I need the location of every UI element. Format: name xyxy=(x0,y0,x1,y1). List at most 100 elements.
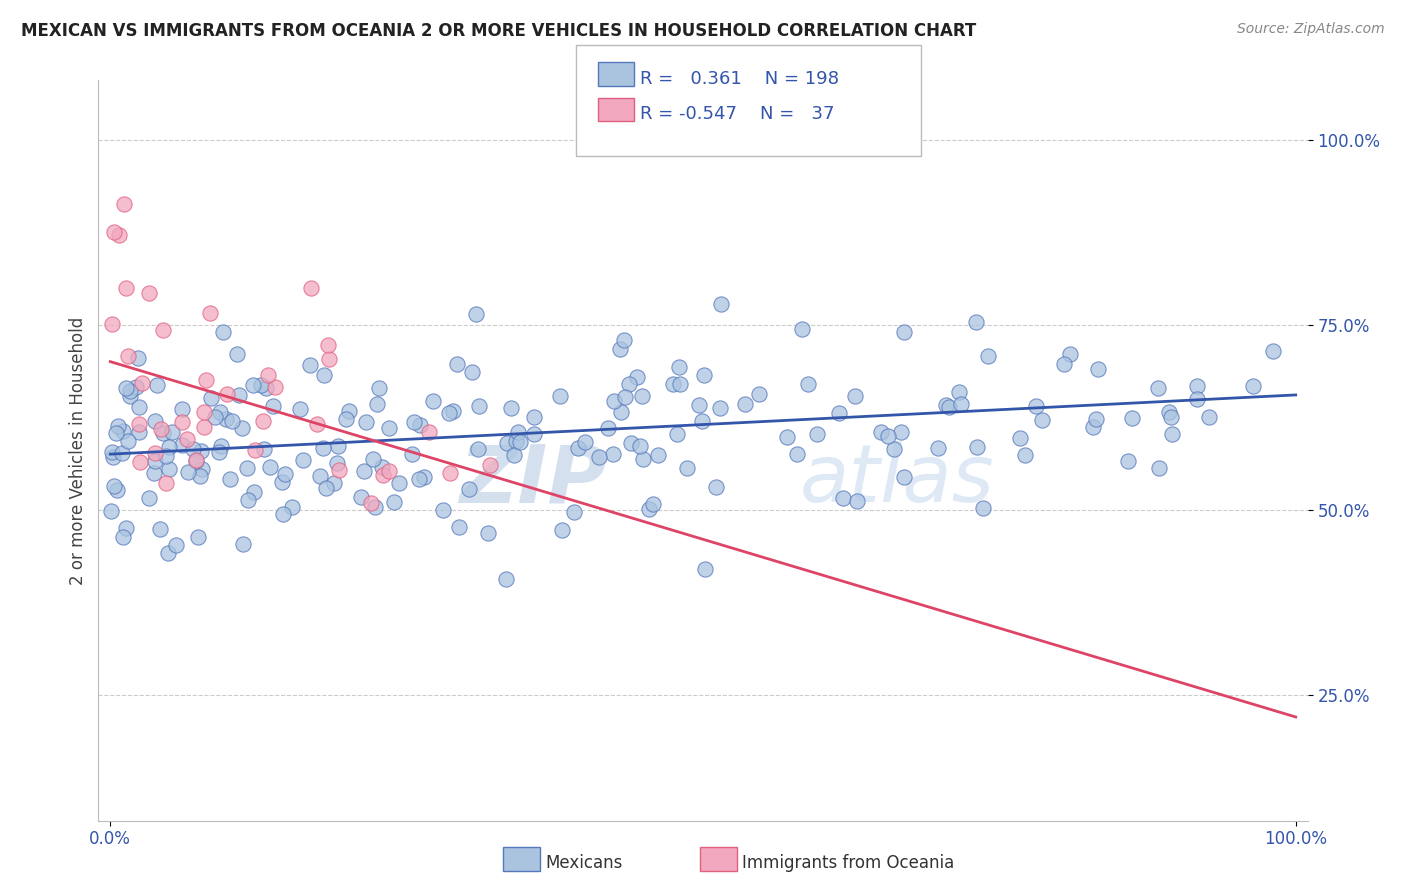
Point xyxy=(354,415,377,429)
Point xyxy=(676,461,699,475)
Point xyxy=(1087,361,1109,376)
Point xyxy=(523,426,546,441)
Point xyxy=(170,415,193,429)
Point xyxy=(477,525,499,540)
Point xyxy=(1031,412,1053,426)
Point xyxy=(1161,426,1184,441)
Point xyxy=(613,334,636,348)
Point xyxy=(401,446,423,460)
Point xyxy=(112,530,135,544)
Point xyxy=(690,414,713,428)
Point xyxy=(194,373,217,387)
Point xyxy=(155,450,177,464)
Point xyxy=(176,433,198,447)
Point xyxy=(1147,461,1170,475)
Point xyxy=(609,342,631,356)
Point xyxy=(641,497,664,511)
Point xyxy=(256,368,278,383)
Point xyxy=(503,448,526,462)
Point xyxy=(631,452,654,467)
Point xyxy=(1198,409,1220,424)
Point xyxy=(177,466,200,480)
Point xyxy=(117,349,139,363)
Point xyxy=(1146,381,1168,395)
Point xyxy=(567,441,589,455)
Point xyxy=(360,495,382,509)
Point xyxy=(128,425,150,439)
Point xyxy=(307,417,329,431)
Point xyxy=(437,406,460,420)
Point xyxy=(170,401,193,416)
Point xyxy=(1081,420,1104,434)
Point xyxy=(828,406,851,420)
Point xyxy=(152,323,174,337)
Point xyxy=(219,472,242,486)
Point xyxy=(309,468,332,483)
Point xyxy=(588,450,610,464)
Point xyxy=(318,352,340,367)
Point xyxy=(138,285,160,300)
Point xyxy=(662,377,685,392)
Point xyxy=(115,280,138,294)
Point xyxy=(890,425,912,439)
Point xyxy=(236,492,259,507)
Point xyxy=(1116,454,1139,468)
Point xyxy=(120,384,142,398)
Point xyxy=(271,508,294,522)
Point xyxy=(243,484,266,499)
Point xyxy=(326,456,349,470)
Point xyxy=(845,494,868,508)
Point xyxy=(602,447,624,461)
Point xyxy=(467,442,489,456)
Point xyxy=(402,415,425,429)
Point xyxy=(209,439,232,453)
Text: Immigrants from Oceania: Immigrants from Oceania xyxy=(742,854,955,871)
Point xyxy=(103,225,125,239)
Point xyxy=(790,322,813,336)
Point xyxy=(1085,412,1108,426)
Point xyxy=(100,317,122,331)
Point xyxy=(262,399,284,413)
Point xyxy=(112,196,135,211)
Point xyxy=(299,281,322,295)
Point xyxy=(323,476,346,491)
Point xyxy=(117,434,139,448)
Point xyxy=(198,305,221,319)
Point xyxy=(160,425,183,439)
Text: atlas: atlas xyxy=(800,441,994,519)
Point xyxy=(128,400,150,414)
Point xyxy=(1059,347,1081,361)
Point xyxy=(709,297,731,311)
Point xyxy=(505,434,527,448)
Point xyxy=(146,377,169,392)
Point xyxy=(883,442,905,456)
Point xyxy=(361,452,384,467)
Point xyxy=(108,228,131,243)
Point xyxy=(844,389,866,403)
Point xyxy=(603,394,626,409)
Point xyxy=(935,398,957,412)
Point xyxy=(188,468,211,483)
Point xyxy=(1263,344,1285,359)
Point xyxy=(115,381,138,395)
Text: R = -0.547    N =   37: R = -0.547 N = 37 xyxy=(640,105,834,123)
Point xyxy=(668,359,690,374)
Point xyxy=(1014,448,1036,462)
Y-axis label: 2 or more Vehicles in Household: 2 or more Vehicles in Household xyxy=(69,317,87,584)
Point xyxy=(204,409,226,424)
Point xyxy=(1157,405,1180,419)
Point xyxy=(212,325,235,339)
Point xyxy=(506,425,529,439)
Point xyxy=(692,368,714,383)
Point xyxy=(190,444,212,458)
Point xyxy=(775,430,797,444)
Point xyxy=(131,376,153,391)
Point xyxy=(298,359,321,373)
Point xyxy=(1185,392,1208,406)
Point xyxy=(706,480,728,494)
Point xyxy=(1025,399,1047,413)
Point xyxy=(288,401,311,416)
Point xyxy=(254,381,277,395)
Point xyxy=(1053,357,1076,371)
Point xyxy=(877,429,900,443)
